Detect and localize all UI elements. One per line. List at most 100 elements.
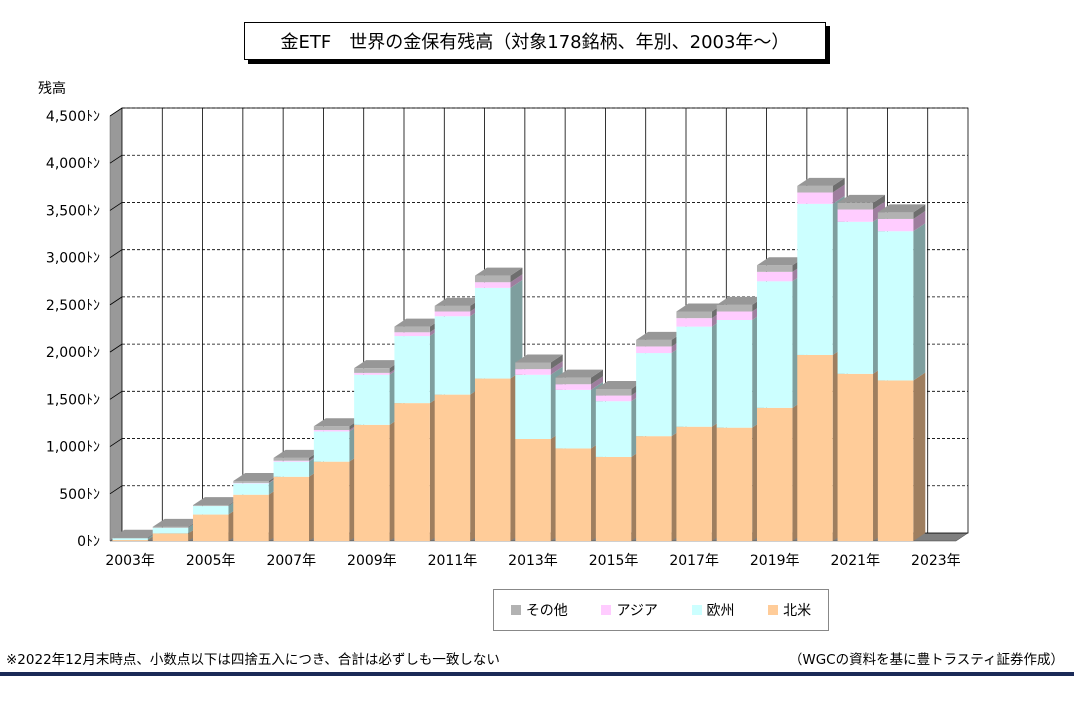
x-tick-label: 2011年: [428, 553, 478, 569]
bar-2009年-その他: [354, 368, 390, 373]
bar-2022年-アジア: [877, 218, 914, 232]
y-tick-label: 4,500ﾄﾝ: [46, 109, 100, 125]
bar-2019年-その他: [756, 265, 793, 272]
x-tick-label: 2009年: [347, 553, 397, 569]
bar-2006年-北米: [233, 494, 269, 541]
bar-2018年-北米: [716, 427, 753, 541]
y-tick-label: 2,000ﾄﾝ: [46, 345, 100, 361]
bar-2022年-アジア-side: [913, 210, 926, 232]
y-gridline-side: [109, 107, 123, 117]
bar-top-2018年: [716, 296, 765, 305]
bar-2017年-その他: [676, 311, 712, 319]
legend-swatch: [691, 605, 702, 615]
bar-2014年-北米: [555, 448, 592, 541]
bar-2008年-北米: [313, 461, 350, 541]
y-tick-label: 2,500ﾄﾝ: [46, 298, 100, 314]
x-tick-label: 2017年: [669, 553, 719, 569]
y-tick-label: 500ﾄﾝ: [59, 487, 100, 503]
legend-label: 欧州: [706, 603, 735, 619]
source-note: （WGCの資料を基に豊トラスティ証券作成）: [788, 652, 1064, 668]
bar-2019年-欧州: [756, 281, 793, 408]
legend-swatch: [768, 605, 779, 615]
bar-2020年-その他: [797, 185, 833, 193]
bar-top-2015年: [595, 380, 644, 389]
bar-top-2014年: [555, 369, 604, 378]
legend-label: アジア: [616, 603, 658, 619]
bar-2022年-その他: [877, 212, 914, 219]
y-gridline-side: [109, 485, 123, 495]
bar-2003年-欧州: [112, 538, 148, 541]
bar-top-2004年: [152, 518, 201, 527]
x-tick-label: 2015年: [589, 553, 639, 569]
y-gridline-side: [109, 154, 123, 164]
bar-2012年-欧州: [474, 287, 511, 379]
bar-2013年-アジア-side: [550, 361, 563, 375]
bar-2021年-北米: [837, 373, 874, 541]
bar-2017年-北米: [676, 426, 712, 541]
bar-2012年-アジア-side: [510, 274, 523, 288]
bar-top-2009年: [354, 360, 402, 369]
y-axis-label: 残高: [38, 81, 66, 97]
bar-2020年-アジア-side: [832, 184, 845, 204]
bar-2013年-北米: [515, 439, 551, 541]
bar-top-2010年: [394, 318, 442, 327]
bar-2016年-北米: [636, 436, 672, 541]
bar-top-2005年: [192, 497, 241, 506]
bar-2014年-その他-side: [591, 369, 604, 385]
bar-2022年-欧州-side: [913, 223, 926, 381]
bar-2008年-その他: [313, 426, 350, 431]
y-tick-label: 0ﾄﾝ: [77, 534, 100, 550]
bar-2007年-欧州: [273, 461, 310, 477]
bar-2021年-欧州: [837, 221, 874, 374]
bar-2010年-アジア: [394, 332, 430, 337]
bar-2016年-アジア: [636, 346, 672, 354]
bar-2003年-北米: [112, 540, 148, 541]
bar-top-2003年: [112, 529, 160, 538]
bar-2004年-北米: [152, 533, 189, 541]
bar-2008年-欧州: [313, 431, 350, 462]
bar-2008年-アジア: [313, 430, 350, 432]
bar-2017年-アジア: [676, 318, 712, 327]
legend-item: アジア: [601, 600, 658, 620]
legend-label: その他: [525, 603, 568, 619]
bar-top-2017年: [676, 303, 724, 312]
bar-2006年-その他: [233, 481, 269, 483]
y-gridline-side: [109, 249, 123, 258]
bar-2007年-アジア: [273, 460, 310, 462]
bar-2020年-北米: [797, 354, 833, 541]
bar-2013年-アジア: [515, 369, 551, 375]
bar-2014年-アジア: [555, 384, 592, 390]
x-tick-label: 2013年: [508, 553, 558, 569]
bar-2015年-その他: [595, 388, 632, 396]
bar-top-2007年: [273, 449, 322, 458]
x-tick-label: 2021年: [830, 553, 880, 569]
y-gridline-side: [109, 391, 123, 400]
bar-2011年-北米: [434, 394, 471, 541]
bar-2005年-北米: [192, 514, 229, 541]
bar-2012年-欧州-side: [510, 279, 523, 379]
bar-2009年-アジア: [354, 372, 390, 375]
bar-2014年-アジア-side: [591, 376, 604, 390]
bar-2018年-欧州: [716, 320, 753, 428]
y-tick-label: 1,500ﾄﾝ: [46, 392, 100, 408]
bar-2013年-欧州: [515, 374, 551, 439]
footnote: ※2022年12月末時点、小数点以下は四捨五入につき、合計は必ずしも一致しない: [6, 652, 500, 668]
bar-2005年-欧州: [192, 506, 229, 515]
legend-swatch: [601, 605, 612, 615]
bar-2020年-その他-side: [832, 177, 845, 193]
bar-2014年-欧州: [555, 389, 592, 449]
legend-label: 北米: [783, 603, 812, 619]
bar-2022年-北米-side: [913, 372, 926, 541]
bar-2013年-その他: [515, 362, 551, 370]
bar-2012年-その他: [474, 275, 511, 283]
bar-2010年-その他: [394, 326, 430, 333]
bar-2012年-北米: [474, 378, 511, 541]
legend-item: その他: [510, 600, 568, 620]
bar-2010年-欧州: [394, 336, 430, 404]
bar-2022年-欧州: [877, 231, 914, 381]
bar-top-2006年: [233, 473, 281, 482]
bar-2021年-アジア: [837, 209, 874, 222]
legend-item: 欧州: [691, 600, 735, 620]
bar-top-2016年: [636, 331, 684, 340]
